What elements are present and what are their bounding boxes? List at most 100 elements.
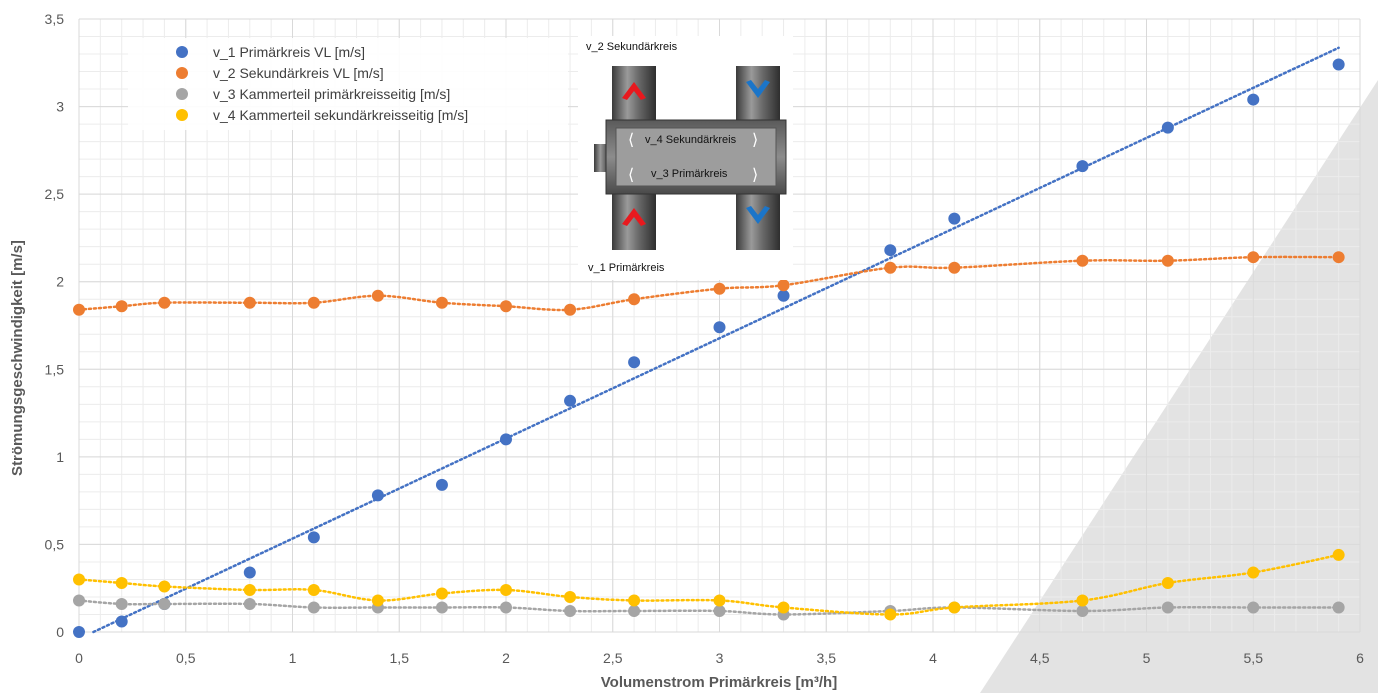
data-point-series-3 (1076, 604, 1089, 617)
inset-label-secondary: v_2 Sekundärkreis (586, 41, 678, 53)
data-point-series-1 (948, 212, 961, 225)
data-point-series-1 (884, 244, 897, 257)
data-point-series-3 (1332, 601, 1345, 614)
data-point-series-2 (1332, 251, 1345, 264)
data-point-series-2 (158, 296, 171, 309)
chamber-bracket-right-bottom: ⟩ (752, 165, 758, 184)
pipe-top-left (612, 66, 656, 120)
data-point-series-4 (115, 576, 128, 589)
data-point-series-3 (115, 597, 128, 610)
legend-label-series-2: v_2 Sekundärkreis VL [m/s] (213, 65, 384, 81)
data-point-series-4 (1332, 548, 1345, 561)
data-point-series-4 (884, 608, 897, 621)
data-point-series-4 (948, 601, 961, 614)
data-point-series-1 (1332, 58, 1345, 71)
data-point-series-2 (628, 293, 641, 306)
y-tick-label: 0 (56, 624, 64, 640)
y-tick-label: 2,5 (45, 186, 65, 202)
data-point-series-2 (1247, 251, 1260, 264)
data-point-series-4 (371, 594, 384, 607)
data-point-series-1 (500, 433, 512, 446)
data-point-series-2 (948, 261, 961, 274)
y-tick-label: 3,5 (45, 11, 65, 27)
legend-label-series-4: v_4 Kammerteil sekundärkreisseitig [m/s] (213, 107, 468, 123)
data-point-series-2 (371, 289, 384, 302)
data-point-series-3 (628, 604, 641, 617)
legend-marker-series-3 (176, 88, 188, 100)
x-axis-title: Volumenstrom Primärkreis [m³/h] (601, 674, 837, 691)
data-point-series-3 (564, 604, 577, 617)
data-point-series-3 (1247, 601, 1260, 614)
data-point-series-3 (435, 601, 448, 614)
cold-flow-down-arrow-icon (746, 80, 770, 98)
data-point-series-4 (307, 583, 320, 596)
chamber-label-primary: v_3 Primärkreis (651, 168, 728, 180)
x-tick-label: 0,5 (176, 650, 196, 666)
inset-label-primary: v_1 Primärkreis (588, 262, 665, 274)
data-point-series-1 (115, 615, 128, 628)
x-tick-label: 5,5 (1244, 650, 1264, 666)
data-point-series-3 (158, 597, 171, 610)
data-point-series-2 (435, 296, 448, 309)
data-point-series-4 (158, 580, 171, 593)
legend-background (128, 38, 568, 130)
legend-marker-series-1 (176, 46, 188, 58)
y-tick-label: 1 (56, 449, 64, 465)
data-point-series-4 (564, 590, 577, 603)
hot-flow-up-arrow-icon (622, 208, 646, 226)
y-axis-title: Strömungsgeschwindigkeit [m/s] (9, 240, 26, 476)
data-point-series-4 (500, 583, 512, 596)
separator-diagram: v_2 Sekundärkreis v_4 Sekundärkreis v_3 … (578, 36, 793, 280)
data-point-series-4 (435, 587, 448, 600)
data-point-series-1 (1076, 160, 1089, 173)
x-tick-label: 1,5 (390, 650, 410, 666)
data-point-series-2 (777, 279, 790, 292)
data-point-series-2 (713, 282, 726, 295)
data-point-series-2 (243, 296, 256, 309)
legend-label-series-3: v_3 Kammerteil primärkreisseitig [m/s] (213, 86, 450, 102)
y-axis-tick-labels: 0 0,5 1 1,5 2 2,5 3 3,5 (45, 11, 65, 640)
data-point-series-1 (1161, 121, 1174, 134)
x-tick-label: 2,5 (603, 650, 623, 666)
x-tick-label: 6 (1356, 650, 1364, 666)
data-point-series-1 (435, 478, 448, 491)
data-point-series-1 (307, 531, 320, 544)
data-point-series-2 (73, 303, 85, 316)
chamber-bracket-right-top: ⟩ (752, 130, 758, 149)
x-tick-label: 5 (1143, 650, 1151, 666)
data-point-series-2 (1076, 254, 1089, 267)
data-point-series-4 (777, 601, 790, 614)
data-point-series-4 (243, 583, 256, 596)
data-point-series-2 (307, 296, 320, 309)
pipe-bottom-left (612, 192, 656, 250)
data-point-series-2 (1161, 254, 1174, 267)
data-point-series-4 (1247, 566, 1260, 579)
data-point-series-2 (564, 303, 577, 316)
y-tick-label: 3 (56, 99, 64, 115)
data-point-series-1 (371, 489, 384, 502)
chamber-bracket-left-top: ⟨ (628, 130, 634, 149)
data-point-series-1 (564, 394, 577, 407)
y-tick-label: 0,5 (45, 536, 65, 552)
data-point-series-2 (115, 300, 128, 313)
legend-label-series-1: v_1 Primärkreis VL [m/s] (213, 44, 365, 60)
data-point-series-2 (884, 261, 897, 274)
legend-marker-series-2 (176, 67, 188, 79)
legend-marker-series-4 (176, 109, 188, 121)
data-points (73, 58, 1345, 638)
x-axis-tick-labels: 0 0,5 1 1,5 2 2,5 3 3,5 4 4,5 5 5,5 6 (75, 650, 1364, 666)
cold-flow-down-arrow-icon (746, 206, 770, 224)
y-tick-label: 1,5 (45, 361, 65, 377)
data-point-series-1 (243, 566, 256, 579)
x-tick-label: 4,5 (1030, 650, 1050, 666)
data-point-series-1 (73, 626, 85, 638)
chamber-label-secondary: v_4 Sekundärkreis (645, 134, 737, 146)
x-tick-label: 3,5 (817, 650, 837, 666)
x-tick-label: 4 (929, 650, 937, 666)
data-point-series-1 (713, 321, 726, 334)
chamber-bracket-left-bottom: ⟨ (628, 165, 634, 184)
x-tick-label: 3 (716, 650, 724, 666)
chamber-inner (615, 127, 777, 187)
data-point-series-4 (628, 594, 641, 607)
